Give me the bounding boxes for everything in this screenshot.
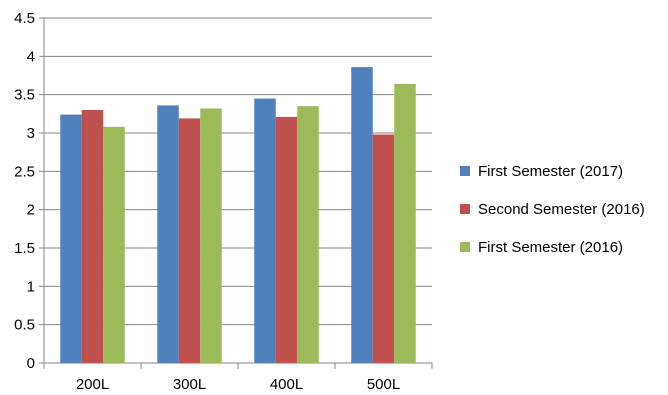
bars	[60, 67, 416, 364]
y-tick-label: 3.5	[14, 87, 35, 104]
y-tick-label: 1	[27, 278, 35, 295]
bar	[394, 83, 416, 363]
legend-label: First Semester (2017)	[478, 163, 623, 180]
bar	[351, 67, 373, 364]
legend-swatch	[460, 204, 470, 214]
bar	[157, 105, 179, 364]
y-tick-label: 4.5	[14, 10, 35, 27]
x-axis-ticks: 200L 300L 400L 500L	[76, 376, 400, 393]
bar	[275, 116, 298, 364]
legend-label: First Semester (2016)	[478, 239, 623, 256]
y-tick-label: 2	[27, 202, 35, 219]
x-tick-label: 200L	[76, 376, 109, 393]
y-tick-label: 1.5	[14, 240, 35, 257]
bar	[297, 106, 319, 364]
bar	[372, 134, 395, 363]
bar	[103, 126, 125, 363]
bar	[254, 98, 276, 363]
legend: First Semester (2017) Second Semester (20…	[460, 163, 645, 256]
bar	[200, 108, 222, 363]
x-tick-label: 300L	[173, 376, 206, 393]
x-tick-label: 400L	[270, 376, 303, 393]
bar	[178, 118, 201, 363]
y-tick-label: 4	[27, 48, 35, 65]
x-tick-label: 500L	[367, 376, 400, 393]
legend-label: Second Semester (2016)	[478, 201, 645, 218]
y-tick-label: 3	[27, 125, 35, 142]
y-axis-ticks: 0 0.5 1 1.5 2 2.5 3 3.5 4 4.5	[14, 10, 35, 372]
y-tick-label: 0	[27, 355, 35, 372]
legend-swatch	[460, 166, 470, 176]
bar	[60, 114, 82, 363]
bar	[81, 110, 104, 363]
y-tick-label: 2.5	[14, 163, 35, 180]
legend-swatch	[460, 242, 470, 252]
y-tick-label: 0.5	[14, 317, 35, 334]
